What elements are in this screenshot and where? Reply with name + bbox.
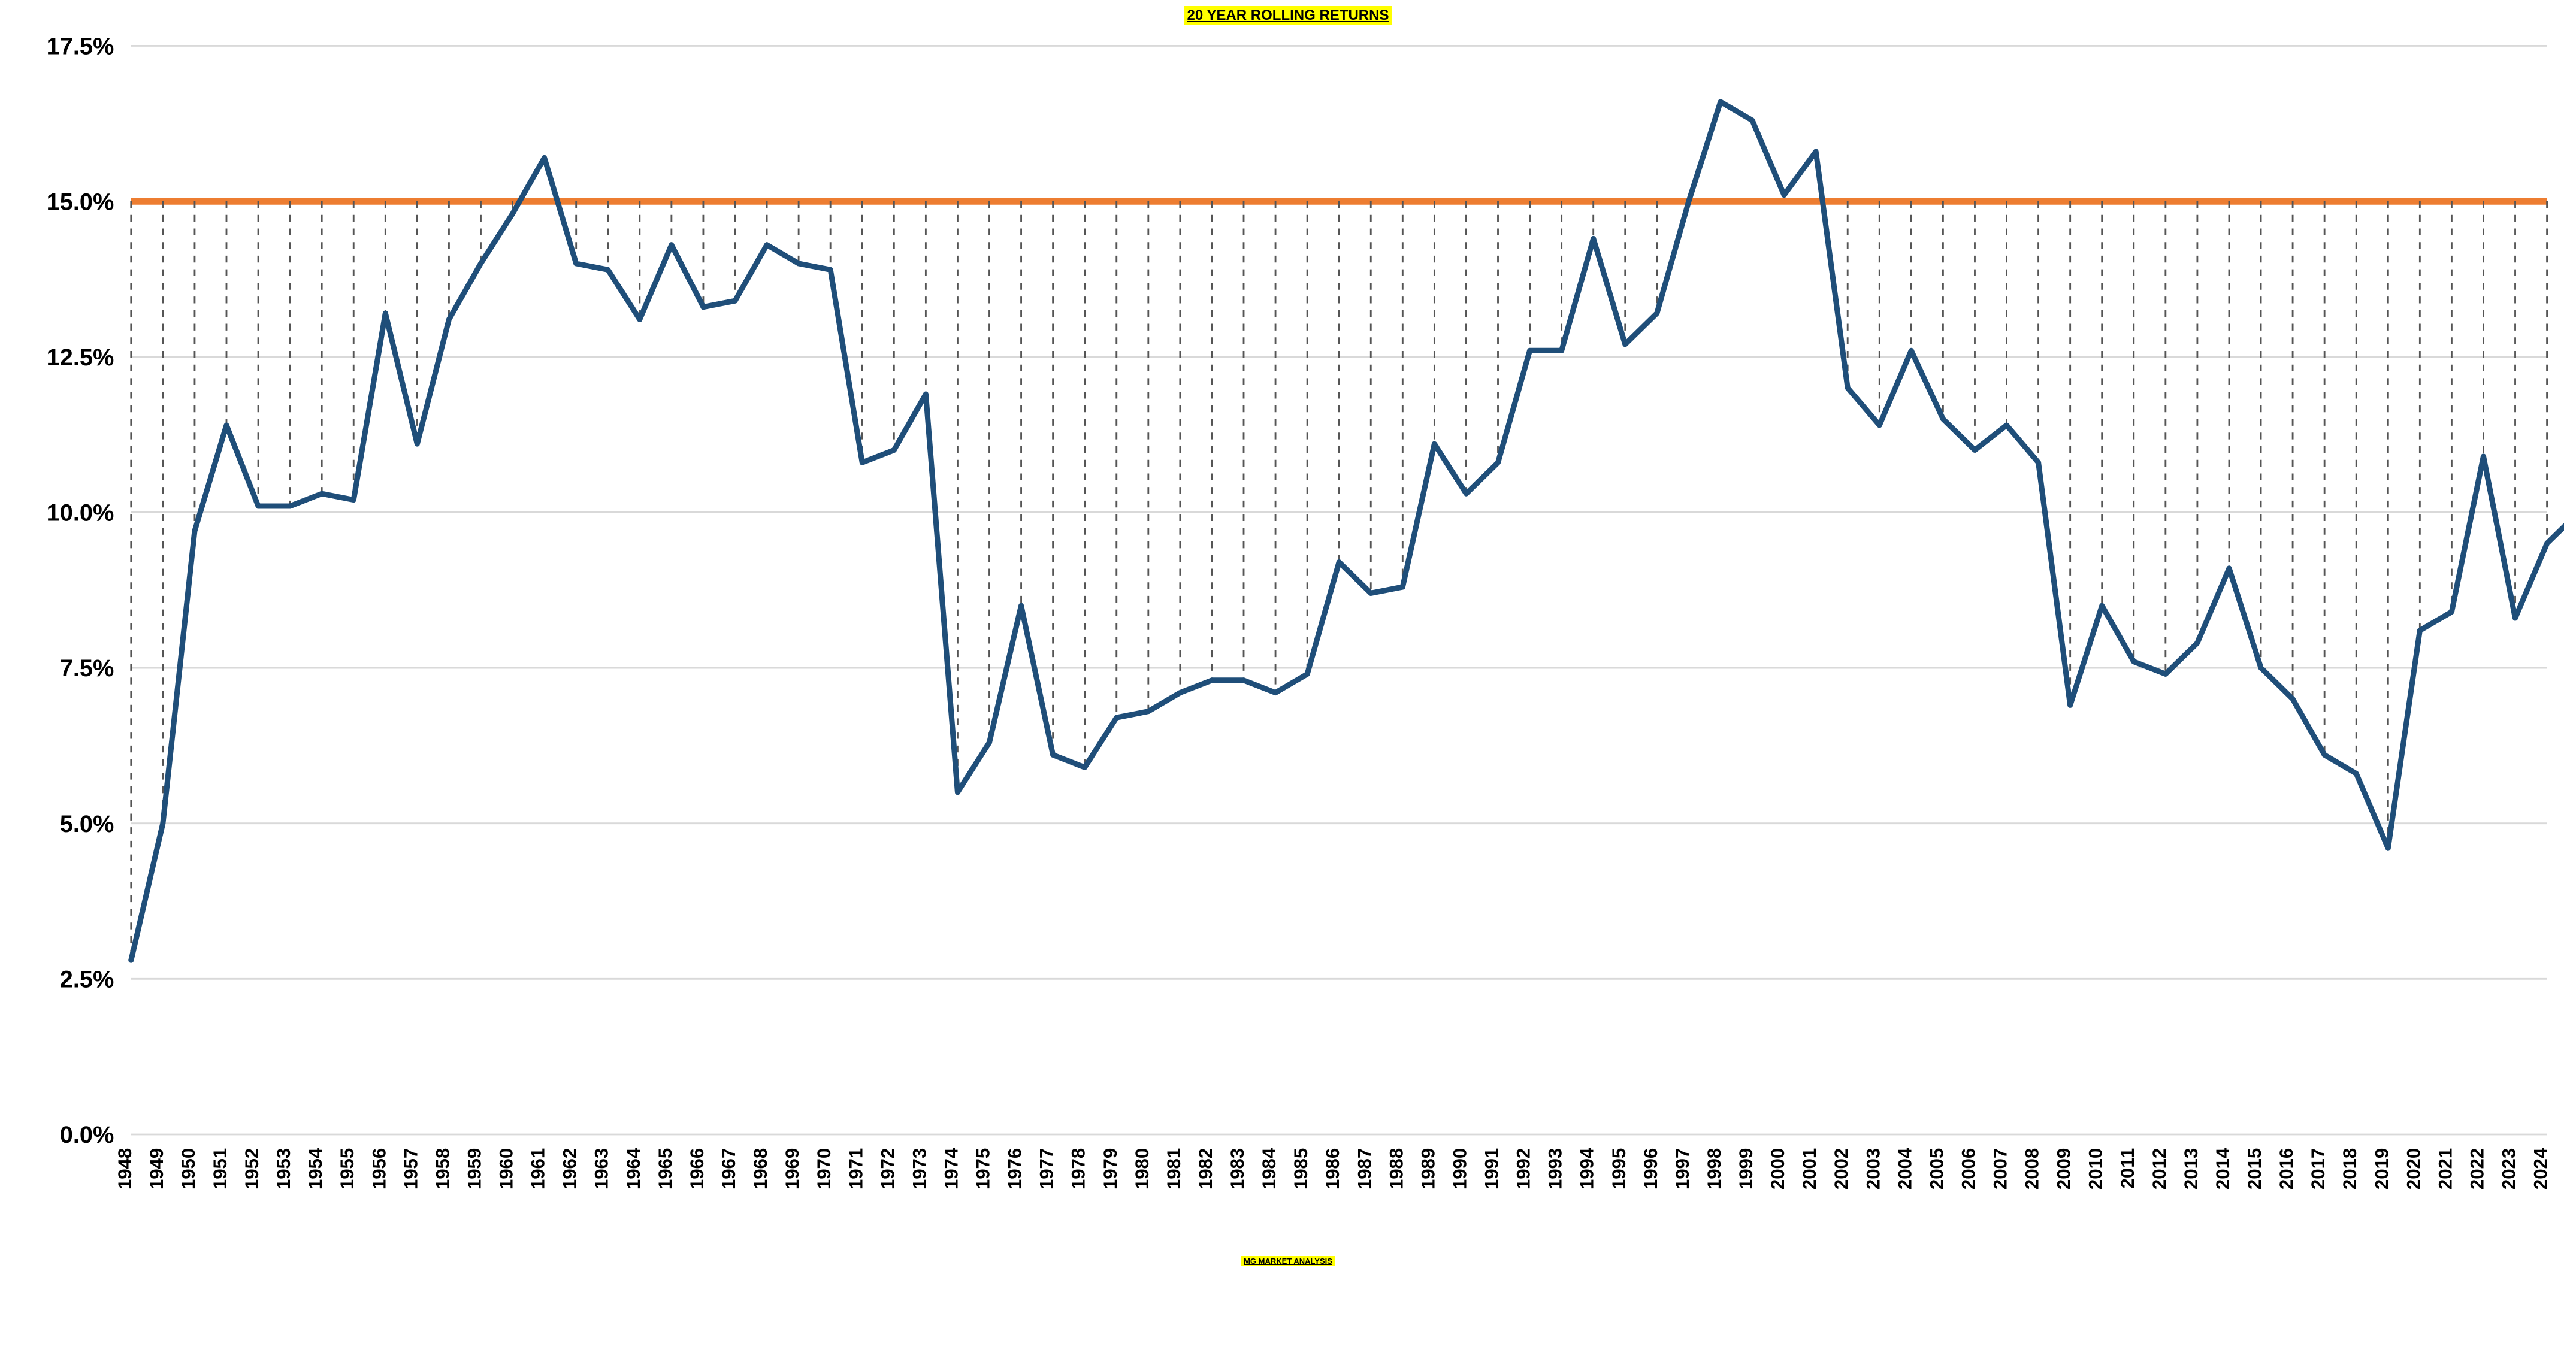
x-tick-label: 1996 — [1640, 1148, 1661, 1189]
x-tick-label: 2010 — [2085, 1148, 2106, 1189]
chart-title: 20 YEAR ROLLING RETURNS — [1184, 6, 1393, 25]
footer-label: MG MARKET ANALYSIS — [1241, 1256, 1335, 1266]
x-tick-label: 1970 — [814, 1148, 835, 1189]
chart-container: 20 YEAR ROLLING RETURNS 0.0% 2.5% 5.0% 7.5%… — [0, 0, 2576, 1273]
y-tick-label: 5.0% — [60, 811, 114, 837]
x-tick-label: 1949 — [146, 1148, 167, 1189]
x-tick-label: 1995 — [1609, 1148, 1629, 1189]
y-tick-label: 0.0% — [60, 1122, 114, 1148]
x-tick-label: 2012 — [2149, 1148, 2170, 1189]
x-tick-label: 1978 — [1068, 1148, 1089, 1189]
y-tick-label: 7.5% — [60, 655, 114, 682]
title-row: 20 YEAR ROLLING RETURNS — [12, 6, 2564, 25]
x-tick-label: 1971 — [845, 1148, 866, 1189]
x-tick-label: 1982 — [1195, 1148, 1216, 1189]
x-tick-label: 1977 — [1036, 1148, 1057, 1189]
x-tick-label: 1986 — [1322, 1148, 1343, 1189]
x-tick-label: 1993 — [1545, 1148, 1566, 1189]
x-tick-label: 1973 — [909, 1148, 930, 1189]
x-tick-label: 1964 — [623, 1148, 644, 1189]
x-tick-label: 2023 — [2499, 1148, 2520, 1189]
x-tick-label: 1983 — [1227, 1148, 1248, 1189]
x-tick-label: 1951 — [210, 1148, 231, 1189]
x-tick-label: 1957 — [400, 1148, 421, 1189]
x-tick-label: 1992 — [1513, 1148, 1534, 1189]
x-tick-label: 1968 — [750, 1148, 771, 1189]
x-tick-label: 1956 — [368, 1148, 389, 1189]
x-tick-label: 1974 — [941, 1148, 962, 1189]
x-tick-label: 1966 — [687, 1148, 708, 1189]
x-tick-label: 1967 — [718, 1148, 739, 1189]
x-tick-label: 1981 — [1163, 1148, 1184, 1189]
x-tick-label: 1965 — [655, 1148, 676, 1189]
y-tick-label: 15.0% — [47, 189, 114, 215]
x-tick-label: 2002 — [1831, 1148, 1852, 1189]
x-tick-label: 2020 — [2403, 1148, 2424, 1189]
x-tick-label: 1954 — [305, 1148, 326, 1189]
x-tick-label: 2003 — [1863, 1148, 1883, 1189]
y-tick-label: 17.5% — [47, 34, 114, 60]
x-tick-label: 2007 — [1990, 1148, 2011, 1189]
x-tick-label: 2021 — [2435, 1148, 2456, 1189]
x-tick-label: 2013 — [2181, 1148, 2202, 1189]
x-tick-label: 1976 — [1005, 1148, 1026, 1189]
x-tick-label: 1959 — [464, 1148, 485, 1189]
x-tick-label: 2006 — [1958, 1148, 1979, 1189]
x-tick-label: 1962 — [560, 1148, 580, 1189]
x-tick-label: 1991 — [1481, 1148, 1502, 1189]
x-tick-label: 2019 — [2371, 1148, 2392, 1189]
x-tick-label: 2004 — [1894, 1148, 1915, 1189]
x-tick-label: 1952 — [241, 1148, 262, 1189]
x-tick-label: 1988 — [1386, 1148, 1407, 1189]
x-tick-label: 1990 — [1449, 1148, 1470, 1189]
x-tick-label: 2005 — [1926, 1148, 1947, 1189]
x-tick-label: 1987 — [1354, 1148, 1375, 1189]
x-tick-label: 1960 — [496, 1148, 517, 1189]
x-tick-label: 1984 — [1259, 1148, 1280, 1189]
x-tick-label: 2016 — [2276, 1148, 2297, 1189]
x-tick-label: 1958 — [432, 1148, 453, 1189]
x-tick-label: 1999 — [1736, 1148, 1756, 1189]
y-tick-label: 10.0% — [47, 500, 114, 526]
y-tick-label: 12.5% — [47, 344, 114, 371]
x-tick-label: 2008 — [2022, 1148, 2043, 1189]
x-tick-label: 1972 — [877, 1148, 898, 1189]
x-tick-label: 1961 — [528, 1148, 549, 1189]
footer-row: MG MARKET ANALYSIS — [12, 1256, 2564, 1267]
x-tick-label: 2022 — [2466, 1148, 2487, 1189]
x-tick-label: 1975 — [973, 1148, 994, 1189]
x-tick-label: 1994 — [1577, 1148, 1598, 1189]
y-tick-label: 2.5% — [60, 967, 114, 993]
x-tick-label: 1997 — [1672, 1148, 1693, 1189]
x-tick-label: 2011 — [2117, 1148, 2138, 1189]
x-tick-label: 1979 — [1100, 1148, 1121, 1189]
x-tick-label: 2014 — [2212, 1148, 2233, 1189]
x-tick-label: 2024 — [2530, 1148, 2551, 1189]
x-tick-label: 1989 — [1417, 1148, 1438, 1189]
x-tick-label: 2001 — [1799, 1148, 1820, 1189]
x-tick-label: 1980 — [1132, 1148, 1153, 1189]
rolling-returns-chart: 0.0% 2.5% 5.0% 7.5% 10.0% 12.5% 15.0% 17.5% 1948… — [12, 29, 2564, 1254]
x-tick-label: 1998 — [1704, 1148, 1725, 1189]
x-tick-label: 2009 — [2054, 1148, 2075, 1189]
x-tick-label: 2015 — [2244, 1148, 2265, 1189]
x-tick-label: 1969 — [782, 1148, 803, 1189]
x-tick-label: 2017 — [2308, 1148, 2329, 1189]
x-tick-label: 2018 — [2339, 1148, 2360, 1189]
x-tick-label: 1985 — [1290, 1148, 1311, 1189]
x-tick-label: 1953 — [273, 1148, 294, 1189]
x-tick-label: 1950 — [178, 1148, 199, 1189]
x-tick-label: 1955 — [337, 1148, 358, 1189]
x-tick-label: 1948 — [114, 1148, 135, 1189]
x-tick-label: 1963 — [591, 1148, 612, 1189]
x-tick-label: 2000 — [1767, 1148, 1788, 1189]
